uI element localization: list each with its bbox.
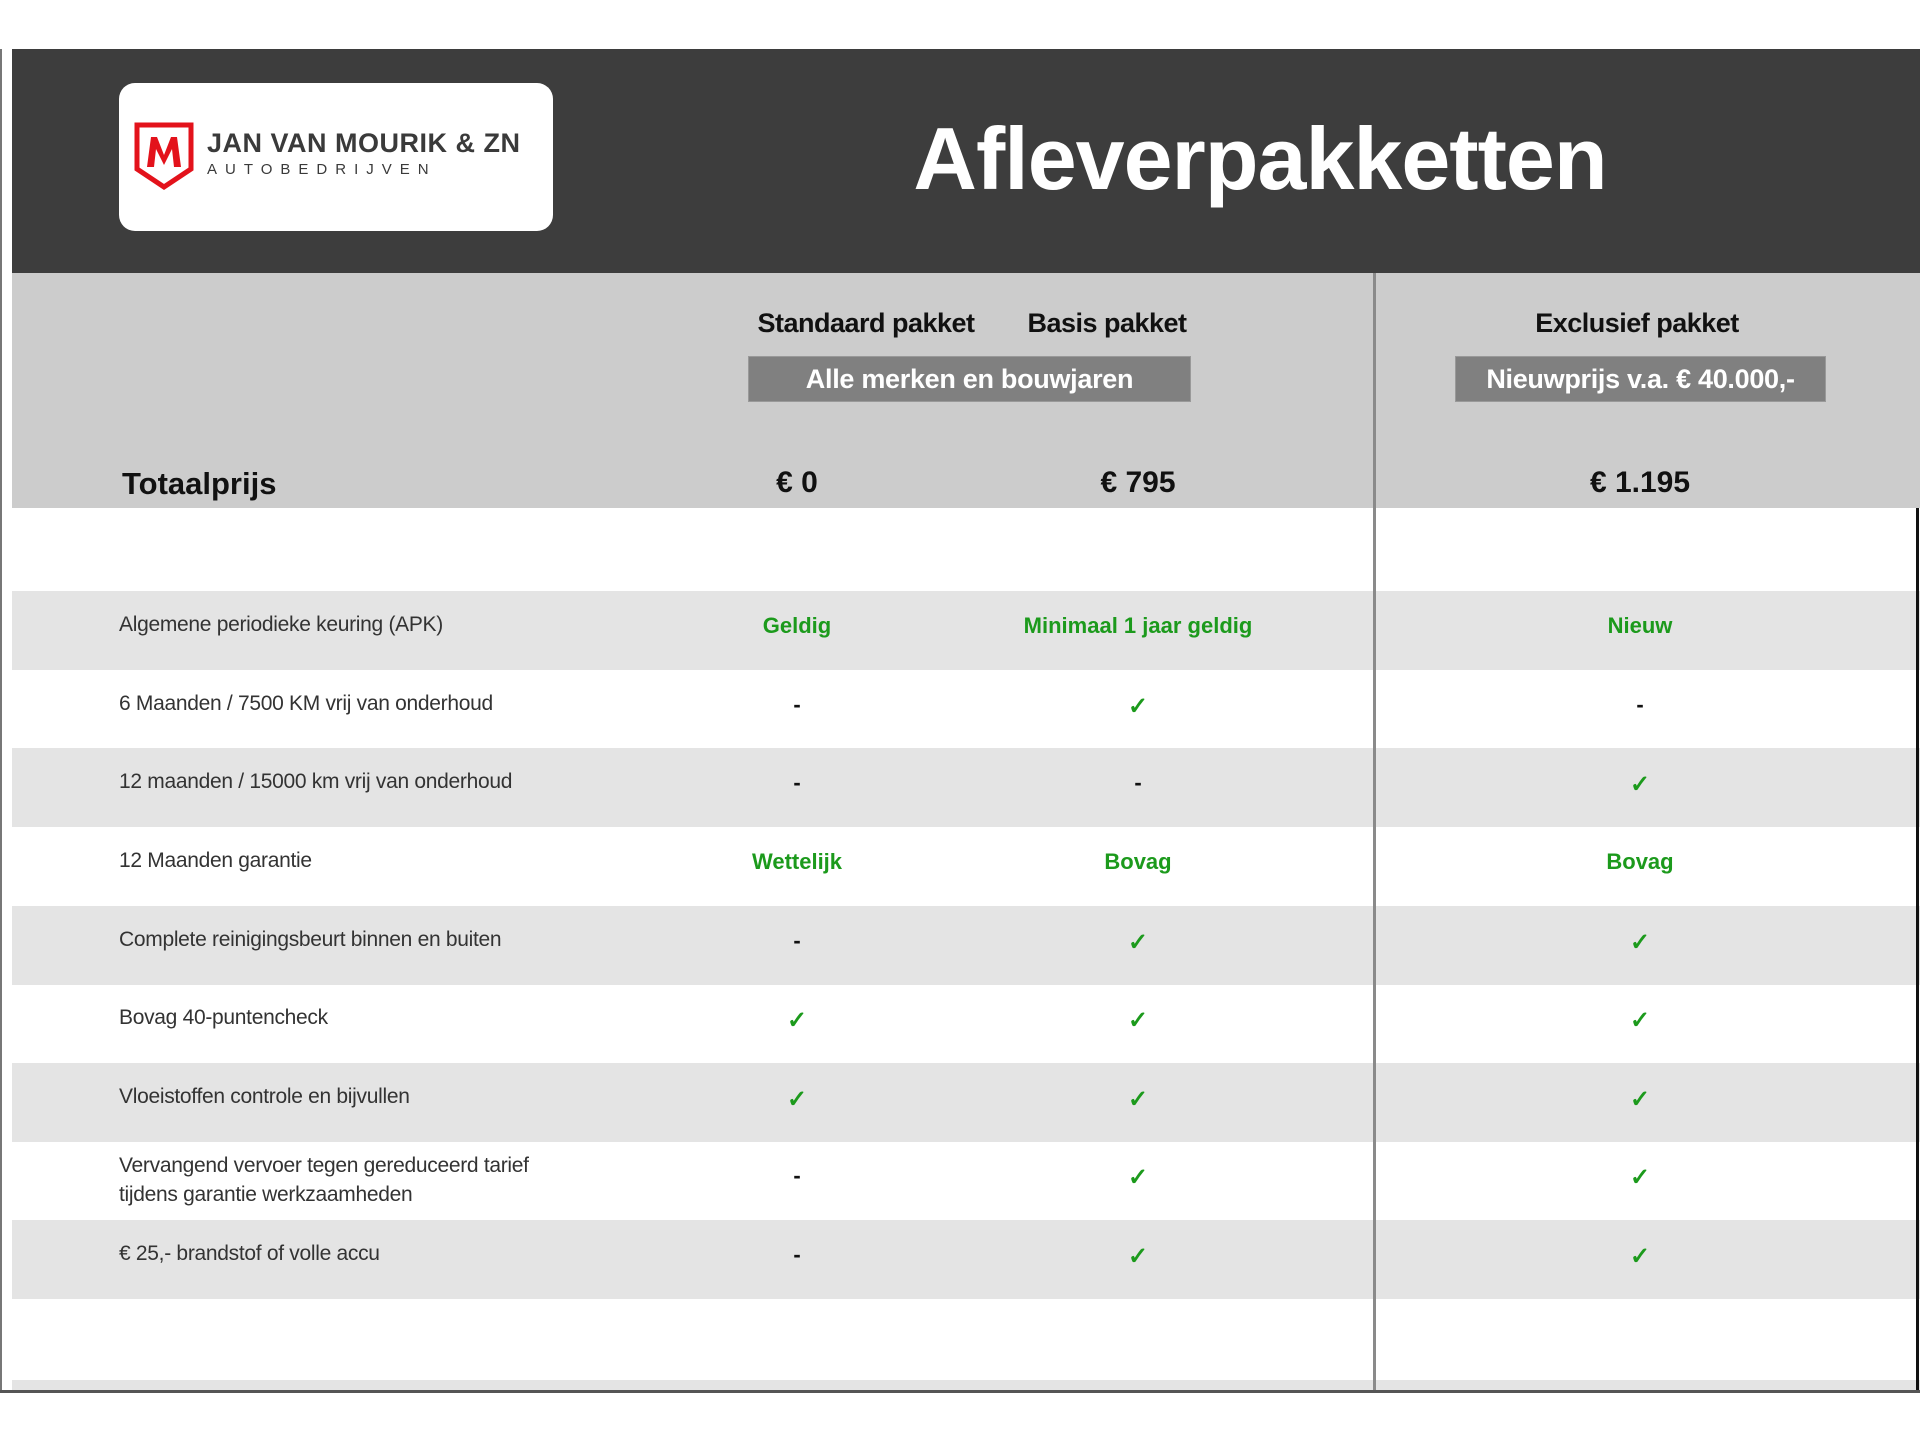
cell-value: Nieuw — [1607, 613, 1673, 638]
dash-icon: - — [793, 928, 801, 953]
row-label: 6 Maanden / 7500 KM vrij van onderhoud — [119, 692, 493, 715]
check-icon: ✓ — [1629, 1007, 1651, 1034]
dash-icon: - — [793, 1163, 801, 1188]
row-label: Vloeistoffen controle en bijvullen — [119, 1085, 410, 1108]
check-icon: ✓ — [1629, 1243, 1651, 1270]
cell-value: Minimaal 1 jaar geldig — [1023, 613, 1253, 638]
row-label: 12 maanden / 15000 km vrij van onderhoud — [119, 770, 513, 793]
cell-value: Geldig — [762, 613, 832, 638]
check-icon: ✓ — [1629, 771, 1651, 798]
column-header-exclusief: Exclusief pakket — [1535, 308, 1739, 338]
price-standaard: € 0 — [776, 466, 818, 499]
row-label: € 25,- brandstof of volle accu — [119, 1242, 380, 1265]
row-label: Vervangend vervoer tegen gereduceerd tar… — [119, 1151, 529, 1209]
total-price-label: Totaalprijs — [122, 466, 277, 501]
table-row: € 25,- brandstof of volle accu - ✓ ✓ — [12, 1220, 1920, 1299]
table-row: Algemene periodieke keuring (APK) Geldig M… — [12, 591, 1920, 670]
banner-new-price: Nieuwprijs v.a. € 40.000,- — [1455, 356, 1826, 402]
column-header-standaard: Standaard pakket — [757, 308, 975, 338]
row-label: Algemene periodieke keuring (APK) — [119, 613, 443, 636]
page-title: Afleverpakketten — [913, 109, 1607, 208]
table-row: 12 Maanden garantie Wettelijk Bovag Bovag — [12, 827, 1920, 906]
check-icon: ✓ — [1127, 1086, 1149, 1113]
table-row: Complete reinigingsbeurt binnen en buite… — [12, 906, 1920, 985]
frame-border-right — [1916, 508, 1919, 1392]
logo-name: JAN VAN MOURIK & ZN — [207, 128, 521, 158]
logo-shield-icon — [134, 122, 194, 191]
row-label: Complete reinigingsbeurt binnen en buite… — [119, 928, 502, 951]
table-row: Vervangend vervoer tegen gereduceerd tar… — [12, 1141, 1920, 1220]
table-row: 12 maanden / 15000 km vrij van onderhoud… — [12, 748, 1920, 827]
banner-all-brands: Alle merken en bouwjaren — [748, 356, 1191, 402]
table-footer-band — [12, 1380, 1920, 1391]
check-icon: ✓ — [1629, 929, 1651, 956]
company-logo: JAN VAN MOURIK & ZN AUTOBEDRIJVEN — [119, 83, 553, 231]
dash-icon: - — [793, 770, 801, 795]
frame-border-bottom — [0, 1390, 1920, 1393]
dash-icon: - — [1636, 692, 1644, 717]
row-label: 12 Maanden garantie — [119, 849, 312, 872]
price-basis: € 795 — [1100, 466, 1176, 499]
row-label: Bovag 40-puntencheck — [119, 1006, 328, 1029]
cell-value: Wettelijk — [751, 849, 843, 874]
check-icon: ✓ — [786, 1086, 808, 1113]
frame-border-left — [0, 49, 2, 1392]
column-header-basis: Basis pakket — [1027, 308, 1187, 338]
check-icon: ✓ — [1127, 693, 1149, 720]
dash-icon: - — [793, 692, 801, 717]
check-icon: ✓ — [1127, 1164, 1149, 1191]
check-icon: ✓ — [786, 1007, 808, 1034]
dash-icon: - — [1134, 770, 1142, 795]
table-row: Bovag 40-puntencheck ✓ ✓ ✓ — [12, 984, 1920, 1063]
table-row: Vloeistoffen controle en bijvullen ✓ ✓ ✓ — [12, 1063, 1920, 1142]
check-icon: ✓ — [1127, 929, 1149, 956]
check-icon: ✓ — [1127, 1243, 1149, 1270]
column-divider — [1373, 273, 1376, 1393]
row-label-line: tijdens garantie werkzaamheden — [119, 1183, 413, 1206]
row-label-line: Vervangend vervoer tegen gereduceerd tar… — [119, 1154, 529, 1177]
check-icon: ✓ — [1629, 1164, 1651, 1191]
logo-subtitle: AUTOBEDRIJVEN — [207, 161, 437, 178]
table-row: 6 Maanden / 7500 KM vrij van onderhoud - ✓… — [12, 670, 1920, 749]
check-icon: ✓ — [1127, 1007, 1149, 1034]
dash-icon: - — [793, 1242, 801, 1267]
cell-value: Bovag — [1104, 849, 1172, 874]
check-icon: ✓ — [1629, 1086, 1651, 1113]
cell-value: Bovag — [1606, 849, 1674, 874]
price-exclusief: € 1.195 — [1589, 466, 1691, 499]
